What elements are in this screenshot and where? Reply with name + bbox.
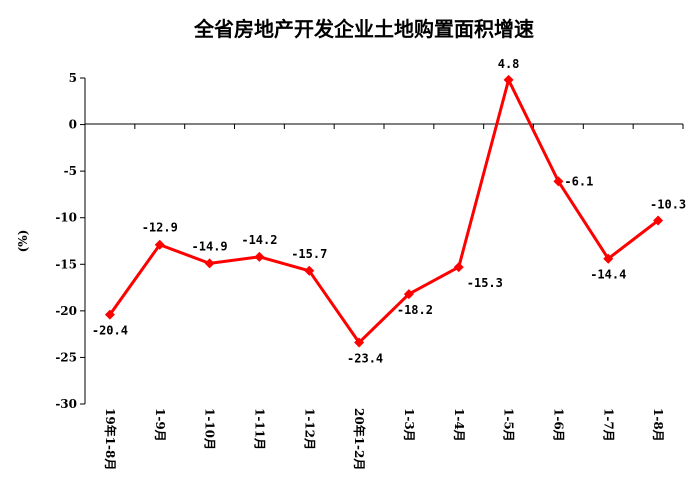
data-label: -6.1 (564, 174, 593, 188)
axes (80, 77, 684, 405)
y-axis-label: (%) (16, 230, 30, 253)
x-tick-label: 1-7月 (601, 408, 615, 442)
data-point-marker (403, 289, 414, 300)
data-label: -18.2 (397, 303, 433, 317)
x-tick-label: 1-9月 (153, 408, 167, 442)
y-tick-label: -20 (55, 304, 77, 318)
data-point-marker (453, 262, 464, 273)
x-tick-label: 1-6月 (551, 408, 565, 442)
y-tick-label: -10 (55, 211, 77, 225)
x-tick-label: 1-5月 (502, 408, 516, 442)
x-tick-label: 20年1-2月 (352, 408, 367, 470)
data-label: -14.4 (590, 268, 626, 282)
data-point-marker (653, 215, 664, 226)
x-tick-label: 19年1-8月 (103, 408, 118, 470)
data-point-marker (104, 309, 115, 320)
x-tick-label: 1-12月 (302, 408, 316, 450)
x-tick-label: 1-8月 (651, 408, 665, 442)
y-tick-label: 0 (69, 118, 77, 132)
data-label: -14.2 (241, 233, 277, 247)
data-label: -15.3 (467, 276, 503, 290)
data-label: -12.9 (142, 221, 178, 235)
data-label: -20.4 (92, 324, 128, 338)
data-labels: -20.4 -12.9 -14.9 -14.2 -15.7 -23.4 -18.2 -15.3… (92, 57, 686, 366)
chart-title: 全省房地产开发企业土地购置面积增速 (193, 17, 534, 41)
x-tick-labels: 19年1-8月 1-9月 1-10月 1-11月 1-12月 20年1-2月 1-3月 1-4… (103, 408, 665, 470)
data-point-marker (553, 176, 564, 187)
data-label: -10.3 (650, 198, 686, 212)
x-tick-label: 1-4月 (452, 408, 466, 442)
x-tick-label: 1-10月 (203, 408, 217, 450)
data-label: -14.9 (192, 239, 228, 253)
x-tick-label: 1-11月 (252, 408, 266, 450)
data-point-marker (304, 265, 315, 276)
data-point-marker (354, 337, 365, 348)
data-label: -23.4 (347, 352, 383, 366)
data-point-marker (154, 239, 165, 250)
y-tick-label: -15 (55, 257, 77, 271)
y-tick-label: -30 (55, 397, 77, 411)
y-tick-labels: 5 0 -5 -10 -15 -20 -25 -30 (55, 71, 77, 411)
data-point-marker (503, 74, 514, 85)
data-point-marker (603, 253, 614, 264)
series-group (104, 74, 664, 348)
series-line (108, 78, 659, 345)
y-tick-label: -25 (55, 350, 77, 364)
data-point-marker (204, 258, 215, 269)
y-tick-label: -5 (64, 164, 77, 178)
data-label: 4.8 (498, 57, 520, 71)
y-tick-label: 5 (69, 71, 77, 85)
x-tick-label: 1-3月 (402, 408, 416, 442)
data-point-marker (254, 251, 265, 262)
data-label: -15.7 (291, 247, 327, 261)
